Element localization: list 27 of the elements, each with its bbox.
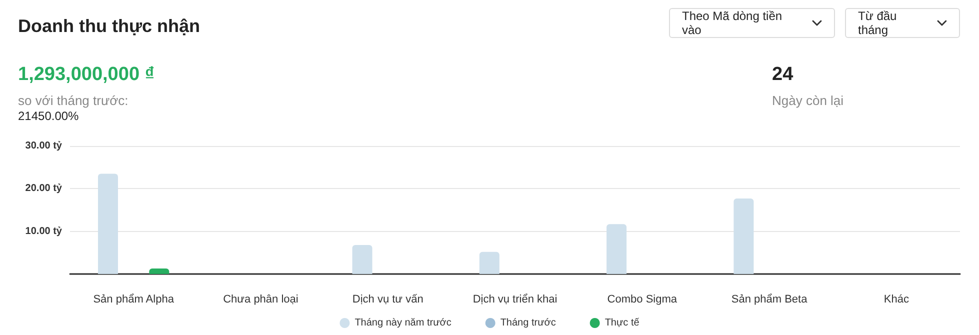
bar <box>734 198 754 274</box>
x-tick-label: Sản phẩm Beta <box>731 294 808 306</box>
text: 24 <box>772 64 794 86</box>
y-tick-label: 10.00 tỷ <box>25 226 62 237</box>
x-tick-label: Dịch vụ triển khai <box>472 294 558 306</box>
chart-title: Doanh thu thực nhận <box>18 16 200 37</box>
y-tick-label: 20.00 tỷ <box>25 183 62 194</box>
x-tick-label: Khác <box>884 294 910 306</box>
bar <box>352 244 372 274</box>
text: Theo Mã dòng tiền vào <box>669 8 835 38</box>
bar <box>606 224 627 274</box>
text: Từ đầu tháng <box>845 8 960 38</box>
text: Ngày còn lại <box>772 93 844 108</box>
text: so với tháng trước: <box>18 93 128 108</box>
x-tick-label: Dịch vụ tư vấn <box>352 294 424 306</box>
legend-label: Thực tế <box>604 318 640 328</box>
bar <box>149 268 170 274</box>
x-tick-label: Combo Sigma <box>607 294 678 306</box>
text: 1,293,000,000 ₫ <box>18 64 155 86</box>
legend-label: Tháng trước <box>500 318 556 328</box>
legend-label: Tháng này năm trước <box>354 318 452 328</box>
bar <box>479 252 500 274</box>
bar <box>98 174 118 274</box>
text: 21450.00% <box>18 109 79 123</box>
x-tick-label: Chưa phân loại <box>223 294 298 306</box>
y-tick-label: 30.00 tỷ <box>25 140 62 152</box>
x-tick-label: Sản phẩm Alpha <box>93 294 175 306</box>
